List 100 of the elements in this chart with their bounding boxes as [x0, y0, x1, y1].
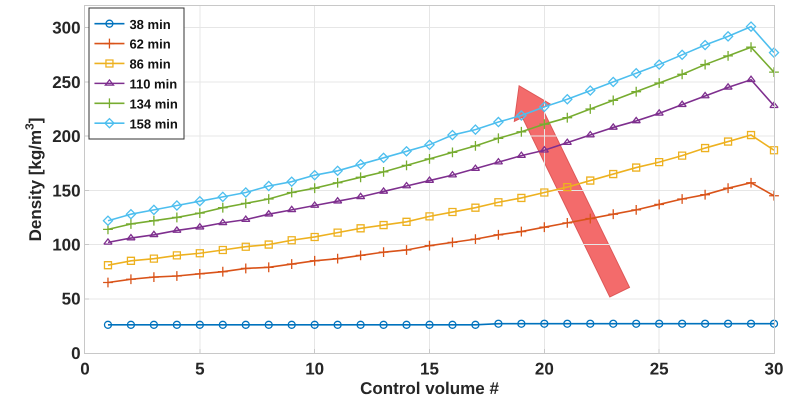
legend-label: 62 min	[129, 36, 171, 52]
point	[563, 320, 572, 328]
point	[424, 176, 434, 183]
point	[171, 212, 182, 223]
point	[332, 253, 344, 264]
point	[264, 180, 274, 192]
point	[584, 212, 596, 224]
point	[379, 220, 388, 230]
point	[654, 109, 664, 116]
point	[424, 240, 436, 252]
point	[379, 320, 388, 329]
point	[332, 197, 342, 204]
point	[240, 198, 252, 209]
point	[654, 198, 665, 210]
point	[724, 137, 732, 146]
point	[448, 171, 458, 178]
x-tick-label: 25	[650, 359, 669, 378]
point	[492, 229, 504, 240]
point	[632, 116, 641, 124]
point	[516, 151, 526, 158]
point	[264, 320, 273, 329]
point	[126, 256, 136, 265]
point	[562, 112, 573, 124]
point	[586, 176, 594, 185]
point	[494, 158, 504, 165]
point	[264, 210, 274, 217]
point	[492, 132, 504, 144]
point	[655, 158, 664, 166]
point	[769, 102, 779, 108]
legend-label: 134 min	[129, 96, 178, 112]
point	[148, 272, 160, 283]
point	[309, 182, 320, 194]
point	[288, 236, 296, 244]
point	[538, 118, 550, 130]
y-tick-label: 300	[52, 18, 81, 38]
point	[654, 77, 665, 89]
point	[562, 217, 573, 228]
x-tick-label: 15	[420, 359, 439, 378]
y-tick-label: 250	[52, 72, 81, 92]
point	[242, 242, 250, 251]
point	[516, 226, 527, 238]
point	[241, 215, 250, 222]
point	[493, 116, 504, 128]
point	[150, 320, 158, 329]
point	[217, 266, 228, 278]
point	[355, 250, 366, 261]
point	[746, 21, 756, 32]
point	[517, 320, 526, 328]
point	[540, 146, 550, 153]
point	[630, 204, 642, 216]
point	[538, 222, 550, 233]
legend-label: 86 min	[129, 56, 171, 72]
point	[172, 251, 182, 260]
point	[218, 192, 228, 202]
point	[263, 262, 274, 273]
point	[171, 270, 182, 282]
point	[584, 103, 596, 115]
point	[310, 320, 319, 329]
point	[745, 177, 757, 188]
point	[470, 124, 481, 135]
point	[722, 182, 734, 194]
y-tick-label: 50	[62, 290, 81, 309]
point	[700, 189, 711, 200]
x-tick-label: 10	[305, 359, 324, 378]
point	[102, 216, 114, 226]
point	[148, 215, 160, 226]
point	[125, 218, 136, 230]
y-tick-label: 150	[52, 181, 81, 200]
point	[768, 47, 780, 58]
legend-label: 110 min	[129, 76, 178, 92]
point	[172, 226, 182, 233]
point	[286, 186, 298, 198]
point	[218, 320, 227, 329]
point	[563, 182, 572, 192]
point	[746, 130, 756, 140]
point	[700, 92, 710, 98]
x-tick-label: 5	[195, 359, 205, 378]
point	[402, 218, 411, 226]
point	[148, 204, 160, 216]
point	[608, 94, 619, 106]
point	[126, 320, 136, 329]
point	[470, 164, 480, 172]
point	[263, 193, 274, 205]
point	[125, 274, 136, 285]
point	[425, 212, 434, 221]
y-tick-label: 200	[52, 127, 81, 146]
point	[333, 228, 342, 237]
point	[378, 187, 388, 194]
point	[722, 50, 734, 62]
point	[217, 202, 228, 214]
point	[676, 193, 688, 205]
point	[470, 140, 481, 152]
point	[586, 130, 595, 138]
point	[310, 201, 320, 208]
point	[630, 86, 642, 98]
point	[768, 190, 780, 202]
point	[424, 153, 436, 164]
point	[333, 320, 342, 329]
point	[723, 83, 733, 90]
point	[678, 151, 686, 160]
